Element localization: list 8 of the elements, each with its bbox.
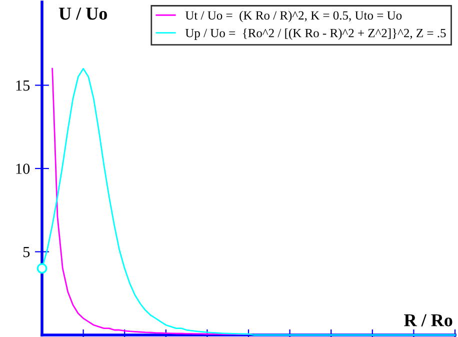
y-tick-label: 5 (23, 247, 30, 258)
y-tick-label: 10 (16, 164, 30, 174)
legend-label: Ut / Uo = (K Ro / R)^2, K = 0.5, Uto = Uo (185, 10, 402, 22)
x-axis-title: R / Ro (404, 314, 452, 326)
legend-label: Up / Uo = {Ro^2 / [(K Ro - R)^2 + Z^2]}^2, Z = .5 (185, 28, 446, 40)
y-axis-title: U / Uo (58, 8, 107, 20)
y-tick-label: 15 (16, 80, 30, 91)
line-series (52, 68, 250, 336)
